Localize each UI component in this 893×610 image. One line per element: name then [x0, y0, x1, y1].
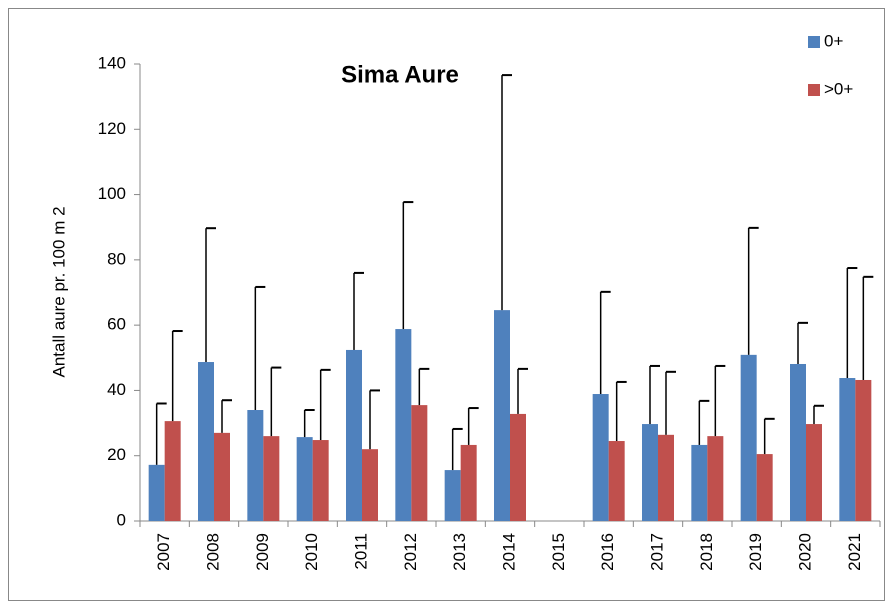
x-tick-label: 2007	[154, 533, 173, 571]
y-tick-label: 20	[107, 445, 126, 464]
bar	[214, 432, 230, 521]
bar	[411, 405, 428, 521]
bar	[460, 444, 477, 521]
bar	[395, 329, 412, 521]
x-tick-label: 2020	[795, 533, 814, 571]
bar	[592, 394, 609, 521]
error-bar	[451, 427, 463, 471]
error-bar	[353, 271, 364, 350]
x-tick-label: 2017	[647, 533, 666, 571]
bar	[444, 470, 461, 521]
y-tick-label: 140	[98, 53, 126, 72]
error-bar	[649, 364, 660, 425]
bar	[312, 440, 329, 521]
x-tick-label: 2012	[401, 533, 420, 571]
bar	[658, 434, 674, 521]
x-tick-label: 2016	[598, 533, 617, 571]
legend-swatch	[808, 84, 820, 96]
x-tick-label: 2010	[302, 533, 321, 571]
bar	[642, 424, 658, 521]
bar	[346, 349, 362, 521]
y-tick-label: 60	[107, 315, 126, 334]
error-bar	[813, 404, 824, 425]
bar	[296, 437, 313, 521]
y-axis-label: Antall aure pr. 100 m 2	[49, 206, 68, 377]
legend-swatch	[808, 36, 820, 48]
x-tick-label: 2009	[253, 533, 272, 571]
error-bar	[171, 330, 183, 422]
error-bar	[402, 201, 414, 330]
y-tick-label: 80	[107, 249, 126, 268]
y-tick-label: 0	[117, 510, 126, 529]
error-bar	[517, 367, 528, 414]
bar	[494, 310, 510, 521]
x-tick-label: 2011	[351, 533, 370, 570]
error-bar	[270, 366, 282, 437]
error-bar	[303, 409, 315, 438]
error-bar	[714, 364, 726, 437]
bar	[740, 354, 757, 521]
bar	[707, 436, 724, 521]
bar	[855, 379, 872, 521]
error-bar	[418, 367, 430, 406]
error-bar	[254, 285, 266, 411]
y-tick-label: 40	[107, 380, 126, 399]
bar	[247, 410, 264, 521]
bar	[839, 378, 856, 521]
error-bar	[369, 389, 380, 450]
error-bar	[747, 226, 759, 355]
x-tick-label: 2019	[746, 533, 765, 571]
bar	[263, 436, 280, 521]
bar	[691, 444, 708, 521]
bar	[608, 441, 625, 521]
error-bar	[205, 227, 216, 363]
bar	[362, 449, 378, 521]
legend-label: >0+	[824, 79, 853, 98]
bar	[510, 413, 526, 521]
bar	[164, 421, 181, 521]
error-bar	[665, 370, 676, 435]
error-bar	[221, 399, 232, 433]
error-bar	[698, 399, 710, 445]
bar	[148, 464, 165, 521]
x-tick-label: 2018	[697, 533, 716, 571]
x-tick-label: 2008	[203, 533, 222, 571]
error-bar	[797, 321, 808, 364]
error-bar	[846, 267, 858, 379]
bar	[756, 454, 773, 521]
y-tick-label: 120	[98, 119, 126, 138]
error-bar	[501, 74, 512, 311]
error-bar	[615, 380, 627, 442]
error-bar	[599, 290, 611, 395]
chart-title: Sima Aure	[341, 61, 459, 88]
error-bar	[862, 275, 874, 380]
error-bar	[155, 402, 167, 465]
bar	[790, 363, 806, 521]
error-bar	[763, 417, 775, 455]
legend-label: 0+	[824, 31, 843, 50]
bar	[198, 362, 214, 521]
x-tick-label: 2014	[499, 533, 518, 571]
bar	[806, 424, 822, 521]
y-tick-label: 100	[98, 184, 126, 203]
x-tick-label: 2021	[845, 533, 864, 571]
error-bar	[467, 407, 479, 445]
x-tick-label: 2013	[450, 533, 469, 571]
x-tick-label: 2015	[549, 533, 568, 571]
error-bar	[319, 368, 331, 441]
